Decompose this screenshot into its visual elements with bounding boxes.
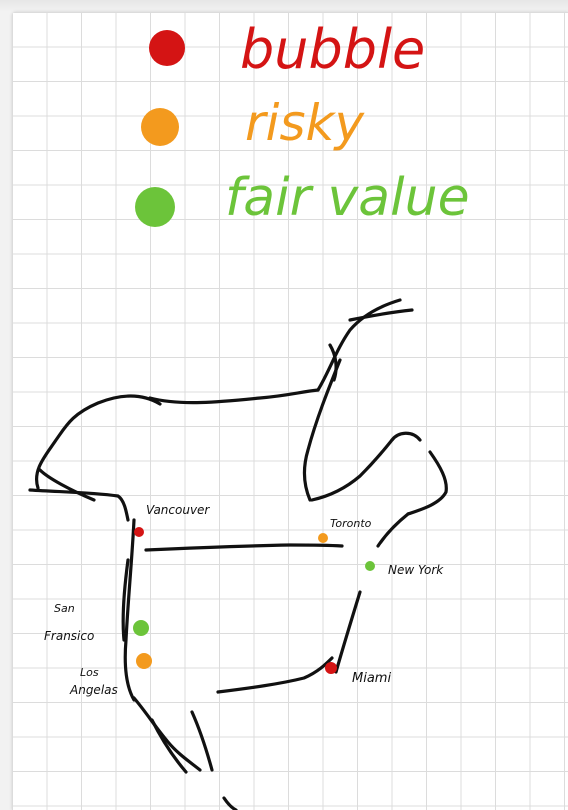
- city-toronto-label: Toronto: [330, 517, 372, 530]
- legend-risky-label: risky: [245, 94, 365, 152]
- quebec-coast: [406, 450, 448, 516]
- hudson-bay-west: [302, 358, 342, 502]
- legend: bubble risky fair value: [135, 18, 470, 228]
- labrador-coast: [390, 431, 422, 442]
- city-vancouver-label: Vancouver: [146, 503, 210, 517]
- city-miami[interactable]: Miami: [325, 662, 391, 686]
- city-new-york-dot: [365, 561, 375, 571]
- city-los-angelas[interactable]: Los Angelas: [69, 653, 152, 697]
- city-los-angelas-label-line1: Los: [80, 666, 99, 679]
- pacific-coast: [123, 518, 136, 702]
- east-coast-lower: [334, 590, 362, 674]
- pacific-coast-alt: [121, 558, 130, 642]
- city-san-fransico-label-line1: San: [54, 602, 75, 615]
- legend-bubble-label: bubble: [240, 18, 425, 81]
- top-shadow-strip: [0, 0, 568, 12]
- baja-mexico: [132, 696, 202, 772]
- city-los-angelas-label-line2: Angelas: [69, 683, 118, 697]
- city-san-fransico-label-line2: Fransico: [44, 629, 94, 643]
- panama-stroke: [222, 796, 238, 810]
- city-toronto-dot: [318, 533, 328, 543]
- alaska-coast: [35, 394, 162, 490]
- hudson-bay-south: [310, 438, 394, 502]
- northern-islands: [348, 308, 414, 322]
- alaska-peninsula: [38, 468, 96, 502]
- hudson-bay-arm: [316, 298, 402, 392]
- cities: Vancouver Toronto New York San Fransico …: [44, 503, 444, 697]
- us-canada-border: [144, 543, 344, 552]
- mexico-west: [150, 718, 188, 774]
- legend-fair-value-label: fair value: [225, 168, 470, 228]
- grid-canvas: [12, 12, 568, 810]
- alaska-tail: [28, 488, 130, 522]
- east-coast-upper: [376, 512, 410, 548]
- city-new-york[interactable]: New York: [365, 561, 444, 577]
- north-america-outline: [28, 298, 448, 810]
- central-america: [190, 710, 214, 772]
- city-miami-label: Miami: [352, 671, 391, 686]
- city-vancouver[interactable]: Vancouver: [134, 503, 210, 537]
- city-vancouver-dot: [134, 527, 144, 537]
- legend-bubble-dot: [149, 30, 185, 66]
- city-san-fransico-dot: [133, 620, 149, 636]
- city-miami-dot: [325, 662, 337, 674]
- city-san-fransico[interactable]: San Fransico: [44, 602, 149, 643]
- gulf-coast: [216, 656, 334, 694]
- city-new-york-label: New York: [388, 563, 444, 577]
- arctic-coast: [148, 388, 320, 405]
- city-los-angelas-dot: [136, 653, 152, 669]
- city-toronto[interactable]: Toronto: [318, 517, 372, 543]
- legend-risky-dot: [141, 108, 179, 146]
- legend-fair-value-dot: [135, 187, 175, 227]
